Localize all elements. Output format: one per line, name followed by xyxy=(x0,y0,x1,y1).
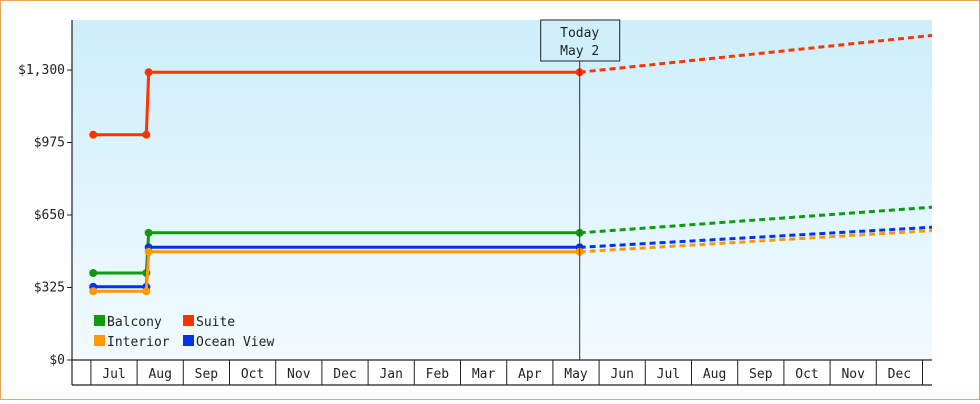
x-tick-label: Dec xyxy=(888,367,911,382)
x-tick-label: Nov xyxy=(287,367,311,382)
x-tick-label: Jul xyxy=(102,367,125,382)
y-tick-label: $650 xyxy=(34,208,65,223)
today-label: Today xyxy=(560,26,599,41)
y-tick-label: $1,300 xyxy=(18,63,65,78)
x-tick-label: Nov xyxy=(841,367,865,382)
x-tick-label: Oct xyxy=(241,367,264,382)
today-date: May 2 xyxy=(560,44,599,59)
y-tick-label: $0 xyxy=(49,353,65,368)
legend-label-interior: Interior xyxy=(107,335,170,350)
x-tick-label: Oct xyxy=(795,367,818,382)
x-tick-label: Aug xyxy=(148,367,171,382)
legend-swatch-suite xyxy=(183,315,194,326)
legend-label-balcony: Balcony xyxy=(107,315,162,330)
series-line-interior xyxy=(93,250,580,293)
x-tick-label: Sep xyxy=(749,367,773,382)
x-tick-label: Mar xyxy=(472,367,496,382)
series-projection-suite xyxy=(579,33,933,74)
legend-swatch-ocean-view xyxy=(183,335,194,346)
legend: Balcony Suite Interior Ocean View xyxy=(94,315,274,350)
series-projection-ocean-view xyxy=(579,225,933,249)
series-point-interior xyxy=(142,287,151,296)
x-tick-label: Jun xyxy=(610,367,633,382)
series-projection-balcony xyxy=(579,205,933,235)
x-tick-label: Apr xyxy=(518,367,542,382)
x-tick-label: Aug xyxy=(703,367,726,382)
legend-label-ocean-view: Ocean View xyxy=(196,335,274,350)
series-projection-interior xyxy=(579,229,933,254)
y-tick-label: $325 xyxy=(34,281,65,296)
series-point-suite xyxy=(144,68,153,77)
today-box xyxy=(540,19,621,62)
axes: $0 $325 $650 $975 $1,300 Jul Aug Sep Oct Nov Dec Ja… xyxy=(18,20,932,386)
series-point-suite xyxy=(142,130,151,139)
legend-swatch-balcony xyxy=(94,315,105,326)
x-tick-label: Feb xyxy=(426,367,450,382)
y-tick-label: $975 xyxy=(34,136,65,151)
series-point-balcony xyxy=(89,269,98,277)
x-tick-label: May xyxy=(564,367,588,382)
series-point-interior xyxy=(89,287,98,296)
plot-background xyxy=(72,20,932,360)
series-layer xyxy=(89,33,933,296)
x-tick-label: Jul xyxy=(657,367,680,382)
legend-swatch-interior xyxy=(94,335,105,346)
series-line-suite xyxy=(93,70,580,137)
today-marker: Today May 2 xyxy=(540,19,621,360)
series-point-balcony xyxy=(144,228,153,237)
series-point-interior xyxy=(144,247,153,256)
x-tick-label: Jan xyxy=(379,367,402,382)
legend-label-suite: Suite xyxy=(196,315,235,330)
x-tick-label: Dec xyxy=(333,367,356,382)
series-point-suite xyxy=(89,130,98,139)
x-tick-label: Sep xyxy=(195,367,219,382)
